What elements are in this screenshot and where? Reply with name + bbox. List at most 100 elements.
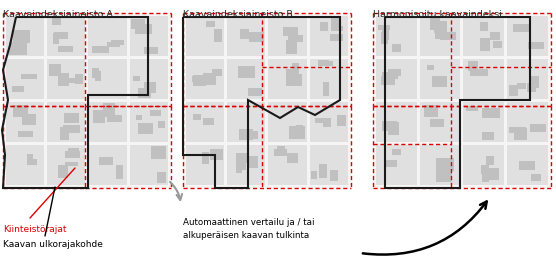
Bar — [202, 151, 209, 164]
Bar — [283, 27, 298, 36]
Bar — [528, 42, 544, 49]
Bar — [292, 63, 300, 76]
Bar — [286, 74, 301, 86]
Bar — [310, 16, 348, 56]
Bar — [135, 24, 152, 34]
Bar — [269, 145, 307, 185]
Bar — [289, 126, 305, 139]
Bar — [88, 102, 127, 142]
Bar — [509, 85, 518, 96]
Bar — [116, 165, 123, 179]
Bar — [376, 145, 417, 185]
Bar — [269, 16, 307, 56]
Bar — [486, 156, 494, 165]
Bar — [493, 41, 502, 48]
Bar — [310, 59, 348, 99]
Bar — [6, 59, 44, 99]
Bar — [248, 131, 259, 139]
Bar — [507, 59, 548, 99]
Bar — [18, 131, 33, 137]
Bar — [27, 154, 33, 165]
Text: Harmonisoitu kaavaindeksi: Harmonisoitu kaavaindeksi — [373, 10, 502, 19]
Bar — [131, 19, 145, 29]
Bar — [481, 165, 489, 174]
Bar — [192, 76, 201, 82]
Bar — [133, 76, 140, 81]
Bar — [337, 115, 346, 126]
Bar — [148, 84, 156, 93]
Bar — [435, 170, 452, 182]
Bar — [420, 145, 460, 185]
Bar — [464, 59, 504, 99]
Bar — [388, 129, 394, 135]
Bar — [107, 42, 120, 47]
Bar — [269, 102, 307, 142]
Bar — [143, 48, 158, 54]
Bar — [392, 44, 400, 52]
Bar — [530, 124, 546, 132]
Bar — [482, 132, 494, 140]
Bar — [227, 102, 266, 142]
Bar — [468, 61, 478, 72]
Bar — [144, 82, 156, 91]
Bar — [420, 59, 460, 99]
Bar — [227, 59, 266, 99]
Bar — [248, 88, 262, 96]
Bar — [151, 146, 166, 159]
Bar — [9, 42, 27, 55]
Bar — [440, 32, 456, 40]
Text: Kiinteistörajat: Kiinteistörajat — [3, 225, 67, 234]
Bar — [47, 145, 86, 185]
Bar — [99, 156, 113, 165]
Bar — [130, 59, 168, 99]
Bar — [433, 76, 446, 87]
Bar — [58, 165, 68, 178]
Bar — [157, 172, 166, 183]
Bar — [385, 121, 399, 127]
Bar — [470, 69, 488, 76]
Bar — [88, 16, 127, 56]
Bar — [6, 145, 44, 185]
Bar — [310, 145, 348, 185]
Bar — [68, 148, 79, 154]
Bar — [464, 102, 504, 142]
Bar — [484, 168, 499, 180]
Text: Kaavaindeksiaineisto B: Kaavaindeksiaineisto B — [183, 10, 293, 19]
Bar — [430, 119, 444, 127]
Bar — [376, 102, 417, 142]
Bar — [529, 76, 539, 88]
Bar — [466, 106, 478, 111]
Bar — [424, 105, 438, 117]
Bar — [3, 13, 171, 188]
Bar — [331, 18, 339, 31]
Text: Automaattinen vertailu ja / tai
alkuperäisen kaavan tulkinta: Automaattinen vertailu ja / tai alkuperä… — [183, 218, 315, 239]
Bar — [393, 149, 401, 155]
Bar — [88, 145, 127, 185]
Bar — [206, 21, 215, 27]
Bar — [528, 83, 537, 92]
Bar — [389, 126, 399, 135]
Bar — [186, 145, 224, 185]
Bar — [6, 16, 44, 56]
Bar — [60, 127, 69, 140]
Bar — [482, 174, 489, 182]
Bar — [480, 22, 488, 31]
Bar — [277, 146, 285, 152]
Bar — [193, 74, 206, 86]
Bar — [247, 156, 257, 168]
Bar — [330, 170, 338, 181]
Bar — [6, 102, 44, 142]
Bar — [288, 36, 303, 42]
Bar — [236, 154, 247, 163]
Bar — [240, 159, 246, 170]
Bar — [376, 59, 417, 99]
Bar — [388, 69, 401, 76]
Bar — [464, 145, 504, 185]
Bar — [186, 59, 224, 99]
Bar — [311, 171, 317, 179]
Bar — [507, 102, 548, 142]
Bar — [319, 164, 327, 178]
Bar — [509, 127, 526, 133]
Bar — [88, 59, 127, 99]
Bar — [427, 65, 434, 70]
